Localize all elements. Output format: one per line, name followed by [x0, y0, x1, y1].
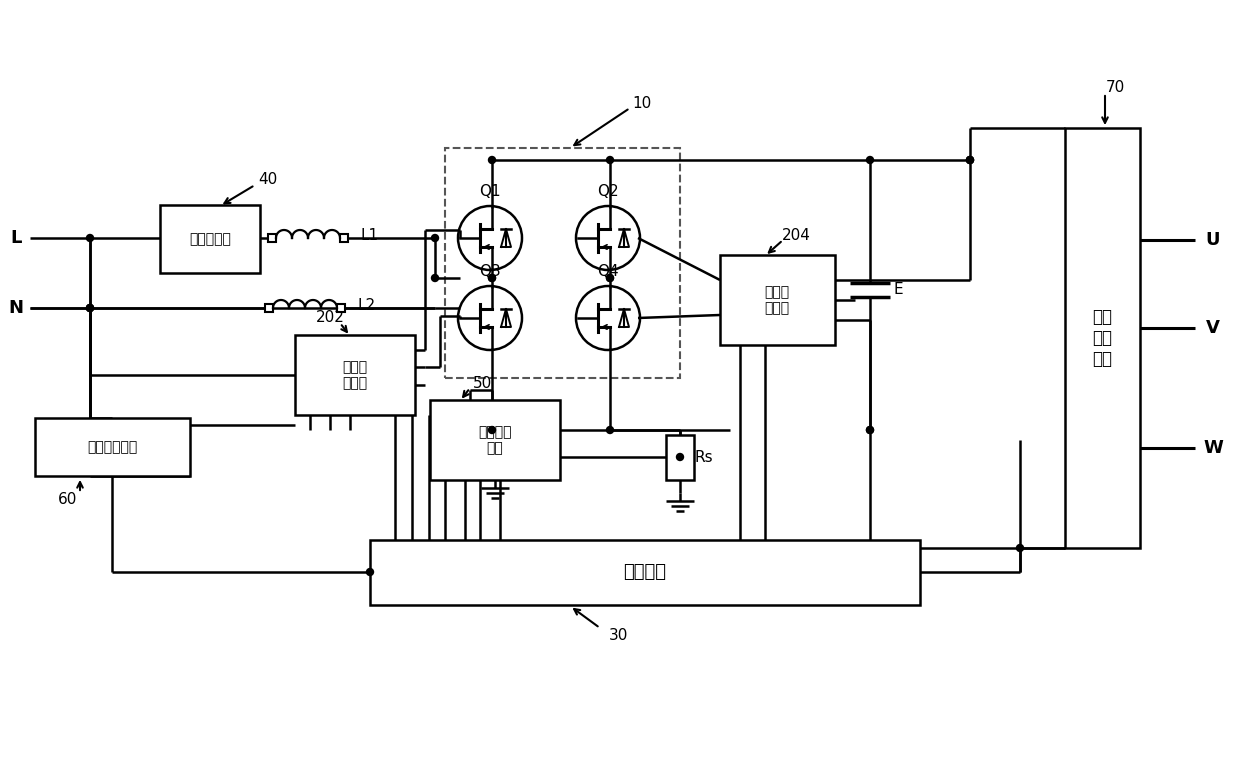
Circle shape — [87, 305, 93, 311]
Text: V: V — [1206, 319, 1220, 337]
Bar — [337, 304, 344, 312]
Circle shape — [866, 157, 873, 164]
Bar — [370, 540, 921, 605]
Bar — [295, 335, 415, 415]
Bar — [1066, 128, 1140, 548]
Bar — [445, 148, 680, 378]
Text: 驱动保护
模块: 驱动保护 模块 — [478, 425, 512, 455]
Text: 202: 202 — [316, 311, 344, 325]
Circle shape — [607, 427, 613, 434]
Text: 70: 70 — [1105, 81, 1125, 95]
Text: 40: 40 — [259, 172, 278, 188]
Bar — [160, 205, 260, 273]
Text: 60: 60 — [58, 492, 78, 508]
Circle shape — [488, 157, 496, 164]
Text: 50: 50 — [472, 375, 492, 391]
Bar — [35, 418, 190, 476]
Text: E: E — [893, 282, 903, 298]
Bar — [265, 304, 273, 312]
Circle shape — [966, 157, 974, 164]
Text: Rs: Rs — [695, 450, 714, 464]
Circle shape — [966, 157, 974, 164]
Text: Q4: Q4 — [597, 265, 618, 279]
Bar — [339, 234, 348, 242]
Bar — [667, 435, 694, 480]
Text: U: U — [1206, 231, 1220, 249]
Circle shape — [87, 235, 93, 241]
Text: 第二驱
动模块: 第二驱 动模块 — [764, 285, 789, 315]
Text: Q1: Q1 — [479, 185, 501, 199]
Text: Q2: Q2 — [597, 185, 618, 199]
Bar — [268, 234, 276, 242]
Text: 204: 204 — [782, 228, 810, 242]
Bar — [720, 255, 835, 345]
Circle shape — [607, 275, 613, 281]
Circle shape — [488, 275, 496, 281]
Circle shape — [866, 427, 873, 434]
Circle shape — [607, 157, 613, 164]
Text: 控制模块: 控制模块 — [623, 563, 667, 581]
Text: 过零检测模块: 过零检测模块 — [87, 440, 138, 454]
Text: L: L — [10, 229, 22, 247]
Circle shape — [431, 275, 439, 281]
Circle shape — [367, 568, 373, 575]
Circle shape — [966, 157, 974, 164]
Text: 电流互感器: 电流互感器 — [190, 232, 230, 246]
Text: 第一驱
动模块: 第一驱 动模块 — [342, 360, 368, 390]
Text: L2: L2 — [358, 298, 377, 312]
Circle shape — [1016, 544, 1023, 551]
Circle shape — [87, 305, 93, 311]
Circle shape — [87, 305, 93, 311]
Circle shape — [488, 275, 496, 281]
Text: N: N — [9, 299, 24, 317]
Circle shape — [431, 235, 439, 241]
Circle shape — [676, 454, 684, 461]
Text: L1: L1 — [361, 228, 379, 242]
Text: 负载
驱动
模块: 负载 驱动 模块 — [1092, 308, 1111, 368]
Circle shape — [866, 427, 873, 434]
Bar — [430, 400, 560, 480]
Text: 10: 10 — [632, 95, 652, 111]
Text: 30: 30 — [608, 628, 628, 643]
Circle shape — [488, 427, 496, 434]
Text: Q3: Q3 — [479, 265, 501, 279]
Circle shape — [607, 275, 613, 281]
Text: W: W — [1203, 439, 1223, 457]
